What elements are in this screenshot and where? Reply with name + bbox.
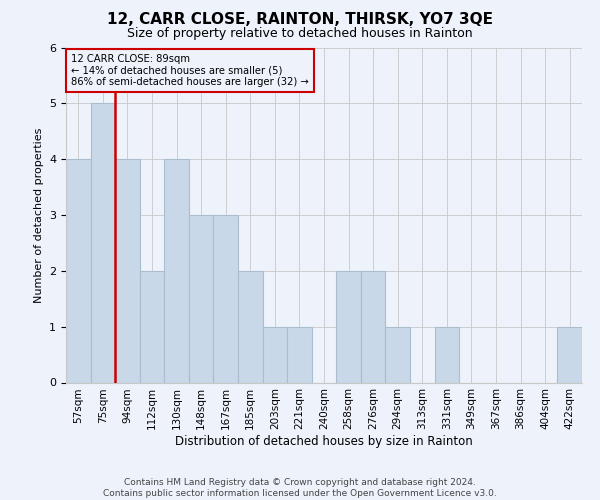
- Bar: [385, 326, 410, 382]
- Bar: [91, 104, 115, 382]
- Bar: [164, 159, 189, 382]
- Text: 12 CARR CLOSE: 89sqm
← 14% of detached houses are smaller (5)
86% of semi-detach: 12 CARR CLOSE: 89sqm ← 14% of detached h…: [71, 54, 309, 88]
- Bar: [140, 271, 164, 382]
- Y-axis label: Number of detached properties: Number of detached properties: [34, 128, 44, 302]
- Bar: [434, 326, 459, 382]
- Bar: [263, 326, 287, 382]
- Bar: [361, 271, 385, 382]
- Bar: [66, 159, 91, 382]
- Bar: [287, 326, 312, 382]
- Bar: [214, 215, 238, 382]
- Bar: [238, 271, 263, 382]
- Bar: [115, 159, 140, 382]
- Bar: [336, 271, 361, 382]
- Bar: [557, 326, 582, 382]
- Text: Contains HM Land Registry data © Crown copyright and database right 2024.
Contai: Contains HM Land Registry data © Crown c…: [103, 478, 497, 498]
- Text: 12, CARR CLOSE, RAINTON, THIRSK, YO7 3QE: 12, CARR CLOSE, RAINTON, THIRSK, YO7 3QE: [107, 12, 493, 28]
- Bar: [189, 215, 214, 382]
- Text: Size of property relative to detached houses in Rainton: Size of property relative to detached ho…: [127, 28, 473, 40]
- X-axis label: Distribution of detached houses by size in Rainton: Distribution of detached houses by size …: [175, 435, 473, 448]
